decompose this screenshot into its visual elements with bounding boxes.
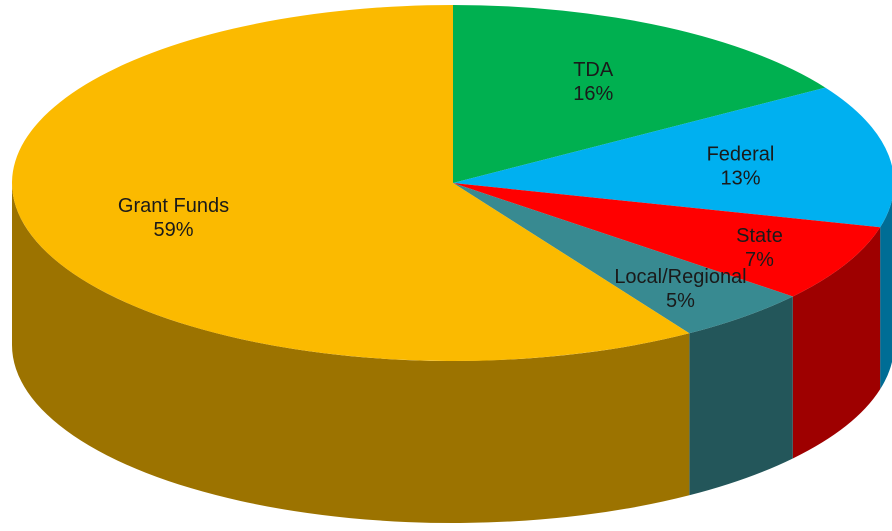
slice-value-label: 5% (666, 290, 695, 312)
slice-value-label: 59% (153, 219, 193, 241)
slice-category: Grant Funds (118, 195, 229, 217)
slice-value-label: 13% (720, 168, 760, 190)
pie-sides (12, 183, 892, 524)
slice-category: Local/Regional (614, 266, 746, 288)
slice-side (880, 199, 892, 390)
slice (11, 5, 690, 361)
slice-side (792, 227, 881, 459)
slice-value-label: 7% (745, 249, 774, 271)
slice-category: Federal (707, 144, 775, 166)
slice (453, 87, 892, 228)
slice (453, 5, 826, 183)
slice-side (689, 296, 793, 496)
slice-side (12, 183, 690, 524)
slice-category: TDA (573, 59, 614, 81)
slice (453, 183, 793, 334)
pie-tops (11, 5, 892, 361)
slice-value-label: 16% (573, 83, 613, 105)
slice (453, 183, 881, 297)
slice-category: State (736, 225, 783, 247)
